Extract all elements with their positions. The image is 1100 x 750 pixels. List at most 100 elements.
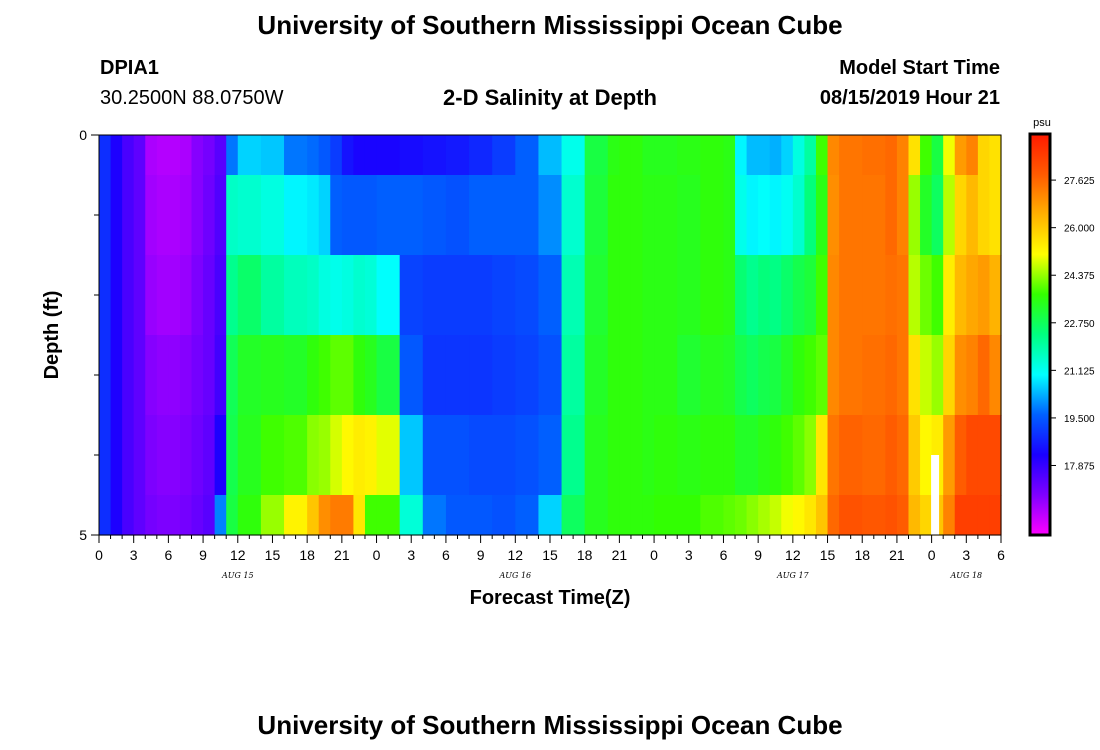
heatmap-cell: [445, 175, 470, 256]
heatmap-cell: [237, 255, 262, 336]
heatmap-cell: [469, 415, 493, 496]
heatmap-cell: [781, 135, 794, 176]
heatmap-cell: [758, 255, 771, 336]
footer-title: University of Southern Mississippi Ocean…: [257, 710, 843, 740]
heatmap-cell: [122, 135, 135, 176]
heatmap-cell: [815, 335, 829, 416]
x-day-label: AUG 15: [221, 571, 254, 580]
station-id: DPIA1: [100, 57, 159, 79]
heatmap-cell: [769, 135, 782, 176]
colorbar-tick-label: 22.750: [1064, 319, 1095, 330]
heatmap-cell: [954, 415, 967, 496]
heatmap-cell: [989, 255, 1002, 336]
heatmap-cell: [642, 255, 655, 336]
heatmap-cell: [133, 415, 146, 496]
heatmap-cell: [735, 415, 748, 496]
heatmap-cell: [827, 335, 840, 416]
heatmap-cell: [318, 255, 331, 336]
heatmap-cell: [815, 175, 829, 256]
heatmap-cell: [445, 135, 470, 176]
heatmap-cell: [110, 415, 123, 496]
heatmap-cell: [364, 495, 378, 536]
heatmap-cell: [746, 415, 759, 496]
heatmap-cell: [792, 255, 806, 336]
heatmap-cell: [607, 495, 620, 536]
heatmap-cell: [677, 135, 701, 176]
heatmap-cell: [700, 335, 725, 416]
heatmap-cell: [307, 335, 320, 416]
heatmap-cell: [781, 495, 794, 536]
heatmap-cell: [885, 135, 898, 176]
heatmap-cell: [203, 135, 216, 176]
heatmap-cell: [920, 135, 933, 176]
heatmap-cell: [630, 255, 644, 336]
heatmap-cell: [330, 255, 343, 336]
heatmap-cell: [341, 175, 355, 256]
heatmap-cell: [422, 335, 447, 416]
heatmap-cell: [896, 175, 910, 256]
colorbar-scale: [1028, 132, 1052, 537]
heatmap-cell: [538, 415, 563, 496]
x-axis-label: Forecast Time(Z): [470, 587, 631, 609]
heatmap-cell: [561, 335, 586, 416]
heatmap-cell: [943, 335, 956, 416]
heatmap-cell: [896, 495, 910, 536]
heatmap-cell: [804, 415, 817, 496]
heatmap-cell: [515, 335, 540, 416]
heatmap-cell: [203, 255, 216, 336]
x-tick-label: 3: [407, 547, 415, 563]
heatmap-cell: [156, 135, 169, 176]
heatmap-cell: [908, 255, 921, 336]
heatmap-cell: [492, 495, 516, 536]
heatmap-cell: [145, 415, 158, 496]
heatmap-cell: [145, 255, 158, 336]
heatmap-cell: [330, 175, 343, 256]
heatmap-cell: [989, 335, 1002, 416]
heatmap-cell: [769, 415, 782, 496]
heatmap-cell: [237, 135, 262, 176]
colorbar-tick-label: 17.875: [1064, 461, 1095, 472]
heatmap-cell: [700, 415, 725, 496]
x-tick-label: 6: [720, 547, 728, 563]
heatmap-cell: [885, 175, 898, 256]
heatmap-cell: [584, 335, 609, 416]
heatmap-cell: [376, 255, 401, 336]
heatmap-cell: [353, 495, 366, 536]
heatmap-cell: [804, 135, 817, 176]
heatmap-cell: [862, 175, 886, 256]
heatmap-cell: [781, 415, 794, 496]
heatmap-cell: [943, 175, 956, 256]
heatmap-cell: [284, 135, 308, 176]
heatmap-cell: [145, 495, 158, 536]
heatmap-cell: [318, 135, 331, 176]
heatmap-cell: [122, 175, 135, 256]
heatmap-cell: [203, 175, 216, 256]
heatmap-cell: [133, 335, 146, 416]
x-tick-label: 9: [754, 547, 762, 563]
heatmap-cell: [827, 135, 840, 176]
heatmap-cell: [677, 495, 701, 536]
heatmap-cell: [515, 135, 540, 176]
heatmap-cell: [492, 135, 516, 176]
heatmap-cell: [445, 255, 470, 336]
x-tick-label: 21: [334, 547, 350, 563]
heatmap-cell: [920, 255, 933, 336]
heatmap-cell: [122, 495, 135, 536]
heatmap-cell: [515, 415, 540, 496]
x-tick-label: 0: [373, 547, 381, 563]
heatmap-cell: [700, 255, 725, 336]
heatmap-cell: [630, 415, 644, 496]
x-tick-label: 18: [854, 547, 870, 563]
heatmap-cell: [307, 255, 320, 336]
heatmap-cell: [561, 175, 586, 256]
heatmap-cell: [214, 335, 227, 416]
x-tick-label: 0: [928, 547, 936, 563]
heatmap-cell: [839, 415, 863, 496]
heatmap-cell: [769, 175, 782, 256]
heatmap-cell: [191, 495, 204, 536]
heatmap-cell: [307, 175, 320, 256]
x-tick-label: 3: [685, 547, 693, 563]
heatmap-cell: [769, 335, 782, 416]
x-tick-label: 6: [164, 547, 172, 563]
heatmap-cell: [943, 495, 956, 536]
